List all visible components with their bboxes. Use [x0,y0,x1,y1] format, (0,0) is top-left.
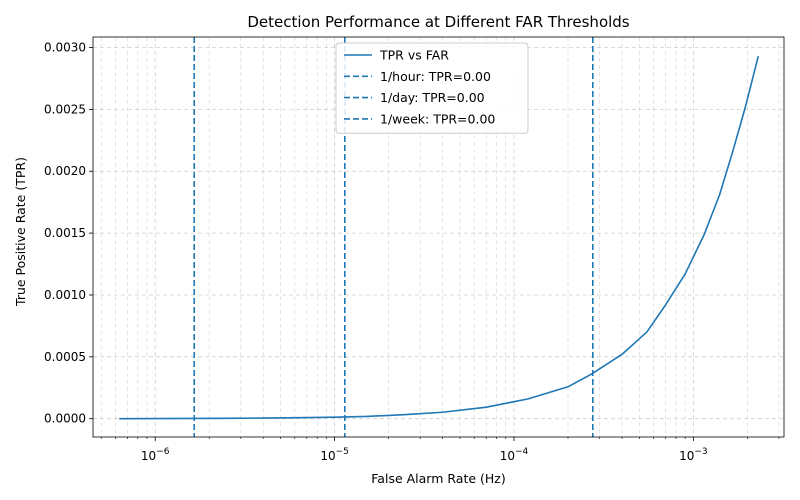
x-tick-label: 10−4 [500,447,529,463]
y-tick-label: 0.0020 [44,164,86,178]
x-tick-label: 10−5 [320,447,349,463]
y-tick-label: 0.0000 [44,412,86,426]
plot-frame [92,36,785,438]
series-layer [119,55,760,420]
legend-entry-label: 1/day: TPR=0.00 [380,90,485,105]
x-tick-label: 10−3 [679,447,708,463]
legend-entry-label: TPR vs FAR [379,48,449,63]
y-tick-label: 0.0005 [44,350,86,364]
axis-ticks: 10−6 10−5 10−4 10−3 0.0000 0.0005 0.0010 0.0015… [44,41,780,463]
legend-entry-label: 1/hour: TPR=0.00 [380,69,491,84]
legend-entry-label: 1/week: TPR=0.00 [380,111,495,126]
y-axis-label: True Positive Rate (TPR) [13,157,28,307]
y-tick-label: 0.0010 [44,288,86,302]
x-tick-label: 10−6 [141,447,170,463]
legend-box [335,42,529,134]
y-tick-label: 0.0025 [44,102,86,116]
legend: TPR vs FAR 1/hour: TPR=0.00 1/day: TPR=0.0… [335,42,529,134]
chart-title: Detection Performance at Different FAR T… [247,13,629,31]
y-tick-label: 0.0030 [44,41,86,55]
y-tick-label: 0.0015 [44,226,86,240]
x-axis-label: False Alarm Rate (Hz) [371,471,505,486]
series-line [119,55,760,420]
